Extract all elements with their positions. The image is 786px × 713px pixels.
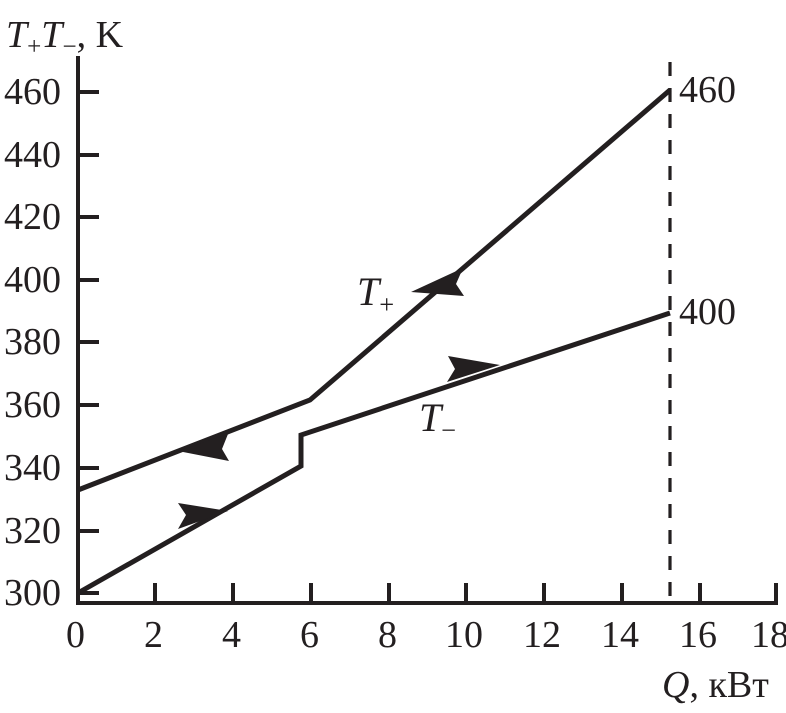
y-tick-label-440: 440 [4, 134, 61, 176]
x-axis-title-var: Q [662, 664, 690, 706]
x-tick-label-16: 16 [679, 614, 717, 656]
curve-label-t-minus-main: T [419, 395, 442, 440]
y-axis-ticks [78, 90, 99, 595]
y-tick-label-340: 340 [4, 447, 61, 489]
curve-label-t-minus-sub: − [441, 414, 457, 445]
arrow-t-minus-upper [447, 356, 500, 382]
x-tick-label-10: 10 [445, 614, 483, 656]
curve-t-minus [76, 310, 671, 596]
x-tick-label-18: 18 [751, 614, 786, 656]
x-tick-label-6: 6 [300, 614, 319, 656]
y-tick-label-300: 300 [4, 572, 61, 614]
x-tick-label-4: 4 [222, 614, 241, 656]
curve-t-plus [77, 88, 672, 493]
y-axis-title: T+T−, K [6, 16, 123, 60]
arrow-t-minus [178, 503, 228, 529]
x-tick-label-14: 14 [601, 614, 639, 656]
x-tick-label-2: 2 [144, 614, 163, 656]
curve-label-t-plus-sub: + [379, 288, 395, 319]
arrow-t-plus-upper [411, 268, 464, 296]
curve-label-t-plus: T+ [357, 269, 395, 319]
y-axis-title-plus-sub: + [27, 33, 42, 61]
end-value-400: 400 [679, 291, 736, 333]
arrow-t-plus [178, 434, 229, 461]
y-tick-label-380: 380 [4, 321, 61, 363]
y-tick-label-320: 320 [4, 510, 61, 552]
y-axis-title-t-plus: T [6, 14, 28, 56]
y-axis-title-t-minus: T [41, 14, 63, 56]
x-axis-ticks [76, 583, 778, 603]
y-axis-title-minus-sub: − [62, 33, 77, 61]
y-axis-title-unit: , K [76, 14, 124, 56]
y-tick-label-400: 400 [4, 259, 61, 301]
x-axis-title: Q, кВт [662, 666, 769, 704]
curve-label-t-minus: T− [419, 395, 457, 445]
end-value-460: 460 [679, 69, 736, 111]
y-tick-label-360: 360 [4, 384, 61, 426]
y-tick-label-420: 420 [4, 196, 61, 238]
curve-label-t-plus-main: T [357, 269, 380, 314]
x-tick-label-0: 0 [66, 614, 85, 656]
y-tick-label-460: 460 [4, 71, 61, 113]
x-tick-label-8: 8 [378, 614, 397, 656]
x-tick-label-12: 12 [523, 614, 561, 656]
x-axis-title-unit: , кВт [689, 664, 769, 706]
